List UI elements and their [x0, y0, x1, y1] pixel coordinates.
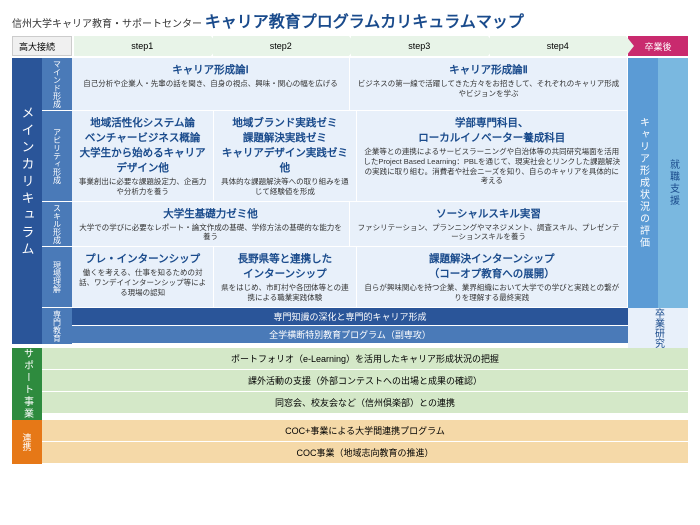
curriculum-cell: キャリア形成論Ⅰ 自己分析や企業人・先輩の話を聞き、自身の視点、興味・関心の幅を広…	[72, 58, 350, 110]
step-1: step1	[74, 36, 211, 56]
main-grid: メインカリキュラム マインド形成キャリア形成論Ⅰ 自己分析や企業人・先輩の話を聞き…	[12, 58, 688, 308]
curriculum-cell: 地域活性化システム論ベンチャービジネス概論大学生から始めるキャリアデザイン他事業…	[72, 111, 214, 201]
coc-rows: COC+事業による大学間連携プログラムCOC事業（地域志向教育の推進）	[42, 420, 688, 464]
row-label: 現場理解	[42, 247, 72, 307]
curriculum-cell: 課題解決インターンシップ（コーオプ教育への展開）自らが興味関心を持つ企業、業界組…	[357, 247, 629, 307]
step-grad: 卒業後	[628, 36, 688, 56]
coc-row: COC事業（地域志向教育の推進）	[42, 442, 688, 464]
cell-desc: 具体的な課題解決等への取り組みを通じて経験値を形成	[220, 177, 349, 197]
step-3: step3	[351, 36, 488, 56]
curriculum-cell: 長野県等と連携したインターンシップ県をはじめ、市町村や各団体等との連携による職業…	[214, 247, 356, 307]
left-main-label: メインカリキュラム	[12, 58, 42, 308]
steps-row: 高大接続 step1 step2 step3 step4 卒業後	[12, 36, 688, 56]
curriculum-cell: プレ・インターンシップ働くを考える、仕事を知るための対話、ワンデイインターンシッ…	[72, 247, 214, 307]
coc-row: COC+事業による大学間連携プログラム	[42, 420, 688, 442]
cell-desc: ビジネスの第一線で活躍してきた方々をお招きして、それぞれのキャリア形成やビジョン…	[356, 79, 621, 99]
curriculum-cell: 地域ブランド実践ゼミ課題解決実践ゼミキャリアデザイン実践ゼミ他具体的な課題解決等…	[214, 111, 356, 201]
cell-title: 地域ブランド実践ゼミ課題解決実践ゼミキャリアデザイン実践ゼミ他	[220, 115, 349, 175]
curriculum-row: 現場理解プレ・インターンシップ働くを考える、仕事を知るための対話、ワンデイインタ…	[42, 247, 628, 308]
senmon-label: 専門教育	[42, 308, 72, 344]
cell-desc: 事業創出に必要な課題設定力、企画力や分析力を養う	[78, 177, 207, 197]
row-label: マインド形成	[42, 58, 72, 110]
header: 信州大学キャリア教育・サポートセンター キャリア教育プログラムカリキュラムマップ	[12, 8, 688, 32]
support-label: サポート事業	[12, 348, 42, 420]
support-section: サポート事業 ポートフォリオ（e-Learning）を活用したキャリア形成状況の…	[12, 348, 688, 420]
row-label: スキル形成	[42, 202, 72, 247]
right-columns: キャリア形成状況の評価 就職支援	[628, 58, 688, 308]
cell-title: キャリア形成論Ⅰ	[78, 62, 343, 77]
curriculum-cell: 大学生基礎力ゼミ他大学での学びに必要なレポート・論文作成の基礎、学修方法の基礎的…	[72, 202, 350, 247]
support-row: 課外活動の支援（外部コンテストへの出場と成果の確認）	[42, 370, 688, 392]
cell-desc: 県をはじめ、市町村や各団体等との連携による職業実践体験	[220, 283, 349, 303]
cell-desc: ファシリテーション、プランニングやマネジメント、調査スキル、プレゼンテーションス…	[356, 223, 621, 243]
cell-title: プレ・インターンシップ	[78, 251, 207, 266]
cell-desc: 大学での学びに必要なレポート・論文作成の基礎、学修方法の基礎的な能力を養う	[78, 223, 343, 243]
support-row: 同窓会、校友会など（信州倶楽部）との連携	[42, 392, 688, 414]
cell-title: 地域活性化システム論ベンチャービジネス概論大学生から始めるキャリアデザイン他	[78, 115, 207, 175]
step-left: 高大接続	[12, 36, 72, 56]
curriculum-row: マインド形成キャリア形成論Ⅰ 自己分析や企業人・先輩の話を聞き、自身の視点、興味・…	[42, 58, 628, 111]
senmon-row: 専門教育 専門知識の深化と専門的キャリア形成 全学横断特別教育プログラム（副専攻…	[12, 308, 688, 348]
curriculum-cell: キャリア形成論Ⅱ ビジネスの第一線で活躍してきた方々をお招きして、それぞれのキャリ…	[350, 58, 628, 110]
cell-title: 課題解決インターンシップ（コーオプ教育への展開）	[363, 251, 622, 281]
right-col-2: 就職支援	[658, 58, 688, 308]
rows-area: マインド形成キャリア形成論Ⅰ 自己分析や企業人・先輩の話を聞き、自身の視点、興味・…	[42, 58, 628, 308]
senmon-band-1: 専門知識の深化と専門的キャリア形成	[72, 308, 628, 325]
cell-title: 学部専門科目、ローカルイノベーター養成科目	[363, 115, 622, 145]
cell-title: ソーシャルスキル実習	[356, 206, 621, 221]
curriculum-cell: ソーシャルスキル実習ファシリテーション、プランニングやマネジメント、調査スキル、…	[350, 202, 628, 247]
subtitle: 信州大学キャリア教育・サポートセンター	[12, 19, 202, 30]
cell-desc: 企業等との連携によるサービスラーニングや自治体等の共同研究場面を活用したProj…	[363, 147, 622, 186]
coc-label: 連携	[12, 420, 42, 464]
step-4: step4	[490, 36, 627, 56]
curriculum-row: スキル形成大学生基礎力ゼミ他大学での学びに必要なレポート・論文作成の基礎、学修方…	[42, 202, 628, 248]
main-title: キャリア教育プログラムカリキュラムマップ	[205, 14, 524, 31]
senmon-band-2: 全学横断特別教育プログラム（副専攻）	[72, 326, 628, 343]
cell-desc: 働くを考える、仕事を知るための対話、ワンデイインターンシップ等による現場の認知	[78, 268, 207, 297]
step-2: step2	[213, 36, 350, 56]
support-rows: ポートフォリオ（e-Learning）を活用したキャリア形成状況の把握課外活動の…	[42, 348, 688, 420]
curriculum-cell: 学部専門科目、ローカルイノベーター養成科目企業等との連携によるサービスラーニング…	[357, 111, 629, 201]
cell-desc: 自己分析や企業人・先輩の話を聞き、自身の視点、興味・関心の幅を広げる	[78, 79, 343, 89]
cell-title: キャリア形成論Ⅱ	[356, 62, 621, 77]
row-label: アビリティ形成	[42, 111, 72, 201]
cell-title: 大学生基礎力ゼミ他	[78, 206, 343, 221]
right-col-1: キャリア形成状況の評価	[628, 58, 658, 308]
cell-desc: 自らが興味関心を持つ企業、業界組織において大学での学びと実践との繋がりを理解する…	[363, 283, 622, 303]
support-row: ポートフォリオ（e-Learning）を活用したキャリア形成状況の把握	[42, 348, 688, 370]
right-extra: 卒業研究	[628, 308, 688, 348]
coc-section: 連携 COC+事業による大学間連携プログラムCOC事業（地域志向教育の推進）	[12, 420, 688, 464]
cell-title: 長野県等と連携したインターンシップ	[220, 251, 349, 281]
curriculum-row: アビリティ形成地域活性化システム論ベンチャービジネス概論大学生から始めるキャリア…	[42, 111, 628, 202]
senmon-spacer	[12, 308, 42, 344]
